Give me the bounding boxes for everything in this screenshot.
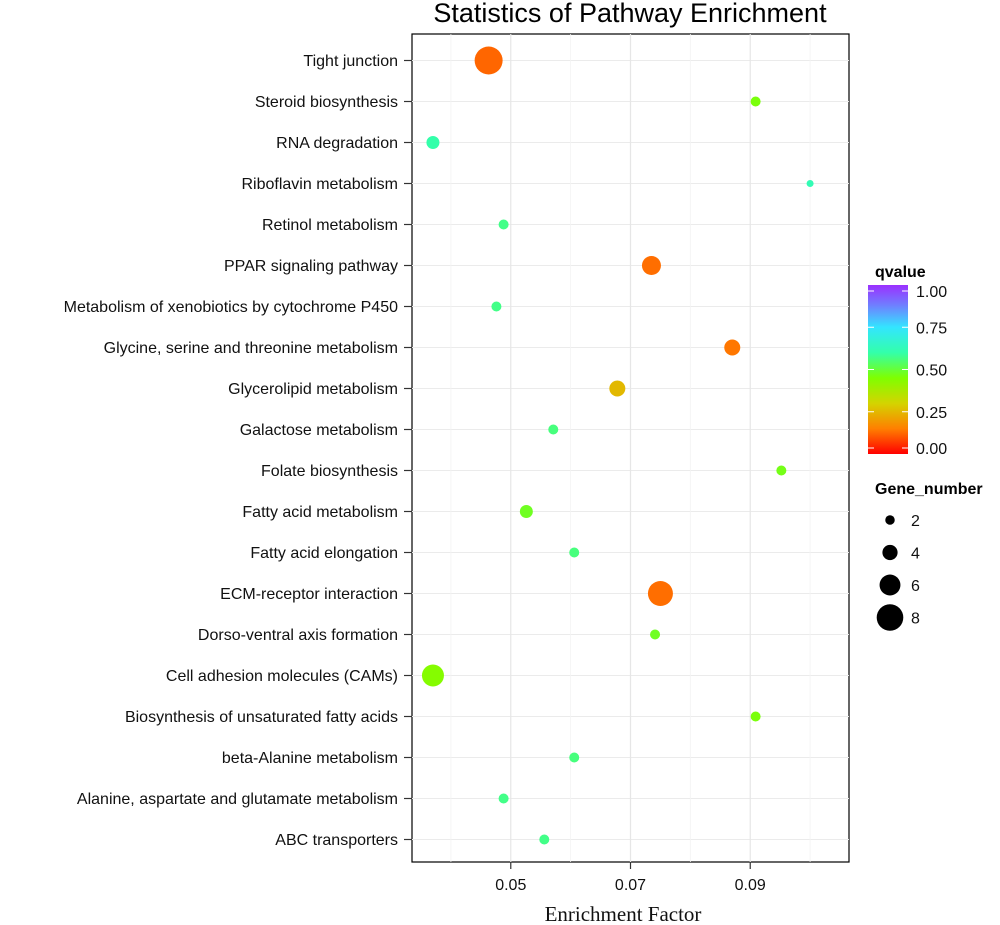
data-points — [421, 46, 814, 845]
size-key-circle — [882, 544, 898, 561]
y-tick-label: Tight junction — [303, 53, 398, 70]
x-axis-title: Enrichment Factor — [545, 902, 702, 925]
y-tick-label: beta-Alanine metabolism — [222, 750, 398, 767]
plot-area — [411, 33, 850, 863]
qvalue-colorbar — [868, 285, 908, 454]
y-tick-label: PPAR signaling pathway — [224, 258, 398, 275]
data-point — [750, 96, 761, 107]
size-key-circle — [876, 604, 904, 631]
y-tick-label: Riboflavin metabolism — [241, 176, 398, 193]
x-tick-label: 0.09 — [735, 877, 766, 894]
y-tick-label: Biosynthesis of unsaturated fatty acids — [125, 709, 398, 726]
y-tick-label: Galactose metabolism — [240, 422, 398, 439]
data-point — [498, 793, 509, 804]
size-key-circle — [879, 574, 901, 596]
y-tick-label: Fatty acid elongation — [250, 545, 398, 562]
chart-title: Statistics of Pathway Enrichment — [433, 0, 827, 28]
y-tick-label: Metabolism of xenobiotics by cytochrome … — [64, 299, 398, 316]
grid-lines — [412, 34, 849, 862]
data-point — [647, 581, 673, 606]
data-point — [498, 219, 509, 230]
size-key-circle — [885, 515, 895, 525]
y-axis-labels: Tight junction Steroid biosynthesis RNA de… — [64, 53, 412, 849]
size-key-label: 4 — [911, 546, 920, 563]
gene-number-legend: Gene_number 2 4 6 8 — [875, 481, 983, 631]
data-point — [569, 752, 580, 763]
y-tick-label: Retinol metabolism — [262, 217, 398, 234]
gene-number-legend-title: Gene_number — [875, 481, 983, 498]
y-tick-label: Glycerolipid metabolism — [228, 381, 398, 398]
colorbar-tick-label: 0.00 — [916, 441, 947, 458]
data-point — [474, 46, 503, 75]
y-tick-label: Glycine, serine and threonine metabolism — [104, 340, 398, 357]
data-point — [426, 136, 440, 149]
colorbar-tick-label: 1.00 — [916, 284, 947, 301]
data-point — [724, 339, 741, 356]
y-tick-label: ABC transporters — [275, 832, 398, 849]
x-tick-label: 0.07 — [615, 877, 646, 894]
data-point — [548, 424, 559, 435]
qvalue-legend-ticks: 1.00 0.75 0.50 0.25 0.00 — [868, 284, 947, 458]
qvalue-legend: qvalue 1.00 0.75 0.50 0.25 0.00 — [868, 264, 947, 458]
y-tick-label: Cell adhesion molecules (CAMs) — [166, 668, 398, 685]
y-tick-label: Steroid biosynthesis — [255, 94, 398, 111]
colorbar-tick-label: 0.75 — [916, 320, 947, 337]
x-tick-label: 0.05 — [495, 877, 526, 894]
y-tick-label: Dorso-ventral axis formation — [198, 627, 398, 644]
data-point — [650, 629, 661, 640]
gene-number-legend-keys: 2 4 6 8 — [876, 513, 920, 631]
y-tick-label: ECM-receptor interaction — [220, 586, 398, 603]
size-key-label: 6 — [911, 578, 920, 595]
colorbar-tick-label: 0.25 — [916, 405, 947, 422]
data-point — [806, 180, 814, 187]
x-axis: 0.05 0.07 0.09 — [495, 862, 766, 894]
y-tick-label: Fatty acid metabolism — [242, 504, 398, 521]
data-point — [750, 711, 761, 722]
y-tick-label: RNA degradation — [276, 135, 398, 152]
y-tick-label: Folate biosynthesis — [261, 463, 398, 480]
size-key-label: 8 — [911, 611, 920, 628]
data-point — [569, 547, 580, 558]
data-point — [641, 256, 661, 275]
data-point — [491, 301, 502, 312]
data-point — [776, 465, 787, 476]
data-point — [519, 505, 533, 518]
data-point — [609, 380, 626, 397]
data-point — [421, 664, 444, 687]
data-point — [539, 834, 550, 845]
colorbar-tick-label: 0.50 — [916, 363, 947, 380]
size-key-label: 2 — [911, 513, 920, 530]
qvalue-legend-title: qvalue — [875, 264, 926, 281]
y-tick-label: Alanine, aspartate and glutamate metabol… — [77, 791, 398, 808]
